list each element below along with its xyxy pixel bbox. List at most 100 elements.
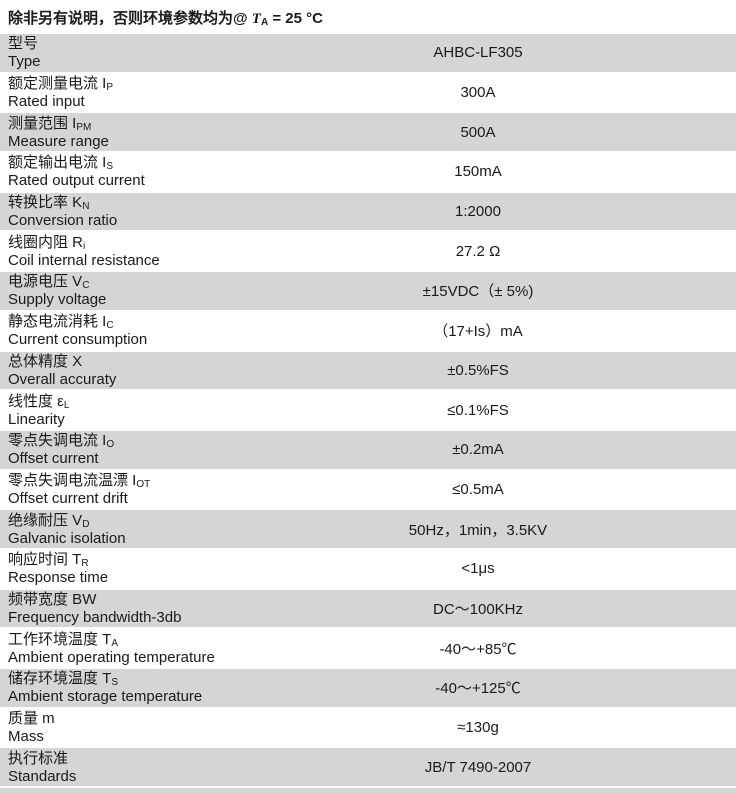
param-label-english: Response time [8,569,109,587]
table-row: 额定输出电流 IS Rated output current 150mA [0,153,736,191]
param-label-english: Conversion ratio [8,212,118,230]
param-label-english: Type [8,53,41,71]
param-value: 150mA [454,163,502,181]
param-value: JB/T 7490-2007 [424,758,532,776]
table-row: 质量 m Mass ≈130g [0,708,736,747]
table-row: 频带宽度 BW Frequency bandwidth-3db DC～100KH… [0,589,736,628]
param-label-chinese: 储存环境温度 TS [8,670,119,689]
param-label-chinese: 零点失调电流 IO [8,432,115,451]
param-label-chinese: 转换比率 KN [8,194,90,213]
conditions-note-prefix: 除非另有说明，否则环境参数均为@ [8,10,252,27]
param-label-chinese: 响应时间 TR [8,551,89,570]
param-value: 50Hz，1min，3.5KV [408,521,548,539]
param-label: 电源电压 VC Supply voltage [0,272,220,310]
param-label: 转换比率 KN Conversion ratio [0,193,220,231]
param-label-chinese: 静态电流消耗 IC [8,313,114,332]
param-value: <1μs [461,560,495,578]
table-row: 电源电压 VC Supply voltage ±15VDC（± 5%) [0,272,736,310]
temperature-symbol-subscript: A [260,17,269,28]
param-label-english: Ambient storage temperature [8,688,203,706]
param-label-chinese: 总体精度 X [8,352,83,370]
table-row: 绝缘耐压 VD Galvanic isolation 50Hz，1min，3.5… [0,510,736,548]
param-value: 27.2 Ω [455,242,501,260]
param-label: 零点失调电流温漂 IOT Offset current drift [0,471,220,509]
table-row: 响应时间 TR Response time <1μs [0,549,736,588]
param-label: 线性度 εL Linearity [0,391,220,429]
param-label-english: Rated output current [8,172,145,190]
param-label-chinese: 质量 m [8,710,55,728]
param-label-chinese: 电源电压 VC [8,273,90,292]
param-label-english: Overall accuraty [8,370,117,388]
param-label-chinese: 零点失调电流温漂 IOT [8,471,151,490]
table-row: 工作环境温度 TA Ambient operating temperature … [0,629,736,667]
param-label-english: Ambient operating temperature [8,648,215,666]
param-label-english: Frequency bandwidth-3db [8,608,182,626]
conditions-note: 除非另有说明，否则环境参数均为@ TA = 25 °C [0,0,736,34]
param-label-english: Rated input [8,93,85,111]
param-label: 额定输出电流 IS Rated output current [0,153,220,191]
param-label-english: Current consumption [8,331,148,349]
table-row: 储存环境温度 TS Ambient storage temperature -4… [0,669,736,707]
param-label: 响应时间 TR Response time [0,550,220,588]
param-value: 300A [460,84,496,102]
table-row: 零点失调电流 IO Offset current ±0.2mA [0,430,736,469]
table-row: 转换比率 KN Conversion ratio 1:2000 [0,192,736,231]
param-label: 额定测量电流 IP Rated input [0,74,220,112]
next-row-clipped [0,788,736,794]
param-value: -40～+125℃ [435,680,521,698]
param-value: ≤0.1%FS [447,401,509,419]
param-value: ≈130g [457,719,499,737]
param-label-chinese: 执行标准 [8,749,69,767]
param-label-english: Offset current [8,450,99,468]
param-value: ±0.2mA [452,441,504,459]
table-row: 线圈内阻 Ri Coil internal resistance 27.2 Ω [0,232,736,271]
param-label-chinese: 频带宽度 BW [8,590,97,608]
param-label-english: Standards [8,767,77,785]
param-label: 静态电流消耗 IC Current consumption [0,312,220,350]
param-label-chinese: 线圈内阻 Ri [8,233,86,252]
spec-table: 型号 Type AHBC-LF305 额定测量电流 IP Rated input… [0,34,736,787]
table-row: 零点失调电流温漂 IOT Offset current drift ≤0.5mA [0,470,736,509]
param-label: 零点失调电流 IO Offset current [0,431,220,469]
param-label-chinese: 工作环境温度 TA [8,630,119,649]
param-value: ±15VDC（± 5%) [422,283,534,301]
param-label-english: Measure range [8,132,109,150]
param-label: 总体精度 X Overall accuraty [0,352,220,390]
table-row: 线性度 εL Linearity ≤0.1%FS [0,391,736,429]
param-label-english: Offset current drift [8,489,128,507]
table-row: 执行标准 Standards JB/T 7490-2007 [0,748,736,787]
param-label-chinese: 型号 [8,35,39,53]
table-row: 型号 Type AHBC-LF305 [0,34,736,72]
param-label: 绝缘耐压 VD Galvanic isolation [0,510,220,548]
param-value: ≤0.5mA [452,480,504,498]
table-row: 总体精度 X Overall accuraty ±0.5%FS [0,351,736,390]
param-value: 500A [460,123,496,141]
param-label-english: Galvanic isolation [8,529,126,547]
param-value: -40～+85℃ [439,640,517,658]
param-label-chinese: 测量范围 IPM [8,114,92,133]
param-value: ±0.5%FS [447,361,509,379]
param-value: （17+Is）mA [433,323,523,341]
param-label: 测量范围 IPM Measure range [0,113,220,151]
param-label-chinese: 线性度 εL [8,392,70,411]
param-value: AHBC-LF305 [433,44,523,62]
param-label: 执行标准 Standards [0,748,220,786]
param-label-chinese: 额定测量电流 IP [8,75,114,94]
param-label-chinese: 绝缘耐压 VD [8,511,90,530]
temperature-symbol: T [251,11,261,27]
table-row: 额定测量电流 IP Rated input 300A [0,73,736,112]
param-label: 质量 m Mass [0,709,220,747]
param-value: 1:2000 [455,203,501,221]
param-label-chinese: 额定输出电流 IS [8,154,114,173]
param-label: 工作环境温度 TA Ambient operating temperature [0,629,220,667]
param-value: DC～100KHz [432,600,524,618]
param-label: 线圈内阻 Ri Coil internal resistance [0,232,220,270]
table-row: 测量范围 IPM Measure range 500A [0,113,736,152]
param-label-english: Mass [8,728,44,746]
param-label: 型号 Type [0,34,220,72]
table-row: 静态电流消耗 IC Current consumption （17+Is）mA [0,311,736,350]
conditions-note-suffix: = 25 °C [268,10,323,27]
param-label-english: Coil internal resistance [8,251,160,269]
param-label-english: Linearity [8,410,65,428]
